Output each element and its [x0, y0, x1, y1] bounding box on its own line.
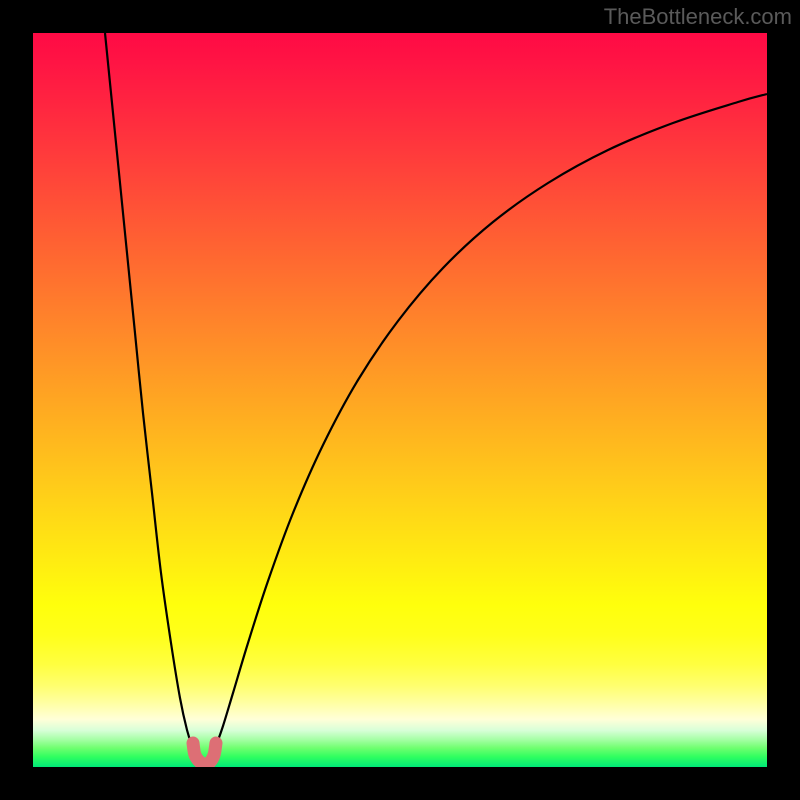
- chart-svg: [0, 0, 800, 800]
- watermark-text: TheBottleneck.com: [604, 4, 792, 30]
- chart-gradient-background: [33, 33, 767, 767]
- bottleneck-chart: TheBottleneck.com: [0, 0, 800, 800]
